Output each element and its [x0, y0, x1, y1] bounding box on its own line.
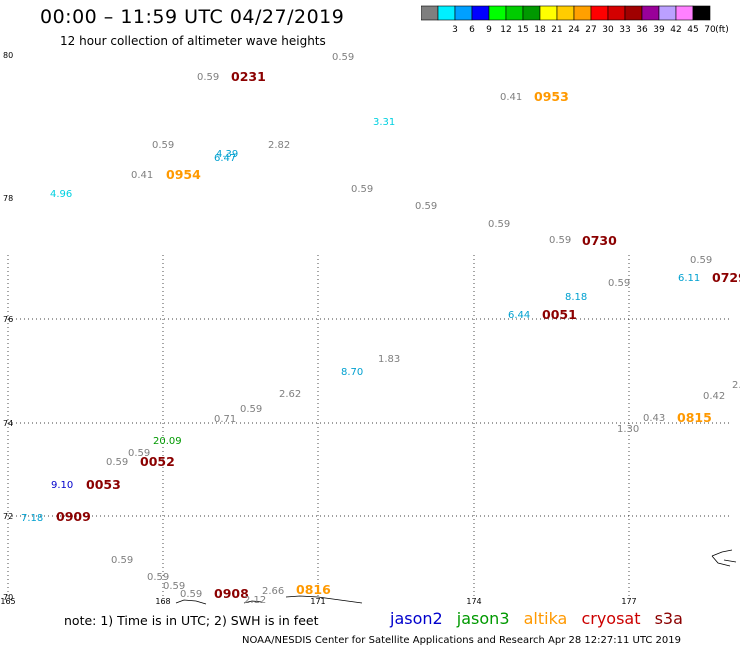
scale-tick-label: 9 — [486, 25, 492, 35]
wave-height-label: 3.31 — [373, 117, 395, 128]
wave-height-label: 6.44 — [508, 310, 530, 321]
wave-height-label: 1.83 — [378, 354, 400, 365]
map-subtitle: 12 hour collection of altimeter wave hei… — [60, 34, 326, 48]
scale-unit: (ft) — [715, 25, 729, 35]
wave-height-label: 0.59 — [128, 448, 150, 459]
wave-height-label: 0.59 — [690, 255, 712, 266]
wave-height-label: 0.41 — [131, 170, 153, 181]
wave-height-label: 6.11 — [678, 273, 700, 284]
wave-height-label: 2.82 — [268, 140, 290, 151]
wave-height-label: 0.59 — [351, 184, 373, 195]
legend-altika: altika — [523, 609, 568, 628]
map-title: 00:00 – 11:59 UTC 04/27/2019 — [40, 6, 345, 28]
legend-cryosat: cryosat — [581, 609, 641, 628]
pass-time-label: 0730 — [582, 233, 617, 248]
pass-time-label: 0953 — [534, 89, 569, 104]
latitude-label: 80 — [3, 51, 13, 60]
pass-time-label: 0909 — [56, 509, 91, 524]
wave-height-label: 2.66 — [262, 586, 284, 597]
pass-time-label: 0908 — [214, 586, 249, 601]
wave-height-label: 0.59 — [163, 581, 185, 592]
scale-tick-label: 24 — [568, 25, 580, 35]
scale-tick-label: 21 — [551, 25, 562, 35]
wave-height-label: 0.59 — [549, 235, 571, 246]
color-scale: 3 6 9 12 15 18 21 24 27 30 33 36 39 42 45 70 (ft) — [421, 5, 729, 35]
wave-height-label: 4.39 — [216, 149, 238, 160]
coastline — [243, 600, 263, 604]
wave-height-label: 8.70 — [341, 367, 363, 378]
scale-tick-label: 6 — [469, 25, 475, 35]
wave-height-label: 0.59 — [197, 72, 219, 83]
latitude-label: 70 — [3, 593, 13, 602]
wave-height-label: 0.43 — [643, 413, 665, 424]
wave-height-label: 0.59 — [240, 404, 262, 415]
legend-jason2: jason2 — [390, 609, 443, 628]
scale-tick-label: 42 — [670, 25, 681, 35]
scale-tick-label: 33 — [619, 25, 630, 35]
wave-height-label: 6.47 — [214, 153, 236, 164]
wave-height-label: 4.96 — [50, 189, 72, 200]
scale-tick-label: 36 — [636, 25, 648, 35]
scale-tick-label: 39 — [653, 25, 665, 35]
wave-height-label: 0.59 — [106, 457, 128, 468]
pass-time-label: 0053 — [86, 477, 121, 492]
coastline — [285, 595, 363, 604]
pass-time-label: 0052 — [140, 454, 175, 469]
longitude-label: 174 — [466, 597, 481, 605]
legend-s3a: s3a — [654, 609, 683, 628]
coastline — [711, 549, 737, 567]
scale-tick-label: 18 — [534, 25, 546, 35]
pass-time-label: 0051 — [542, 307, 577, 322]
wave-height-label: 9.10 — [51, 480, 73, 491]
wave-height-label: 0.59 — [147, 572, 169, 583]
scale-tick-label: 3 — [452, 25, 458, 35]
wave-height-label: 0.59 — [488, 219, 510, 230]
wave-height-label: 0.59 — [152, 140, 174, 151]
wave-height-label: 2.12 — [244, 595, 266, 605]
pass-time-label: 0816 — [296, 582, 331, 597]
pass-time-label: 0954 — [166, 167, 201, 182]
wave-height-label: 0.59 — [332, 52, 354, 63]
longitude-label: 171 — [310, 597, 325, 605]
legend-jason3: jason3 — [456, 609, 510, 628]
wave-height-label: 0.71 — [214, 414, 236, 425]
scale-tick-label: 27 — [585, 25, 596, 35]
scale-tick-label: 30 — [602, 25, 614, 35]
credit-line: NOAA/NESDIS Center for Satellite Applica… — [242, 635, 681, 646]
pass-time-label: 0729 — [712, 270, 740, 285]
coastline — [175, 599, 207, 605]
wave-height-label: 0.59 — [415, 201, 437, 212]
latitude-label: 74 — [3, 419, 13, 428]
footnote: note: 1) Time is in UTC; 2) SWH is in fe… — [64, 613, 319, 628]
wave-height-label: 2.62 — [279, 389, 301, 400]
wave-height-label: 7.18 — [21, 513, 43, 524]
latitude-label: 78 — [3, 194, 13, 203]
wave-height-label: 0.42 — [703, 391, 725, 402]
scale-swatch — [692, 5, 711, 21]
wave-height-label: 0.59 — [111, 555, 133, 566]
scale-tick-label: 15 — [517, 25, 528, 35]
scale-tick-label: 45 — [687, 25, 698, 35]
wave-height-label: 2. — [732, 380, 740, 391]
scale-tick-label: 12 — [500, 25, 511, 35]
longitude-label: 165 — [0, 597, 15, 605]
wave-height-label: 0.41 — [500, 92, 522, 103]
wave-height-label: 1.30 — [617, 424, 639, 435]
longitude-label: 168 — [155, 597, 170, 605]
pass-time-label: 0231 — [231, 69, 266, 84]
wave-height-label: 20.09 — [153, 436, 182, 447]
latitude-label: 76 — [3, 315, 13, 324]
longitude-label: 177 — [621, 597, 636, 605]
wave-height-label: 8.18 — [565, 292, 587, 303]
wave-height-label: 0.59 — [608, 278, 630, 289]
pass-time-label: 0815 — [677, 410, 712, 425]
latitude-label: 72 — [3, 512, 13, 521]
wave-height-label: 0.59 — [180, 589, 202, 600]
satellite-legend: jason2 jason3 altika cryosat s3a — [390, 609, 692, 628]
scale-tick-label: 70 — [704, 25, 716, 35]
